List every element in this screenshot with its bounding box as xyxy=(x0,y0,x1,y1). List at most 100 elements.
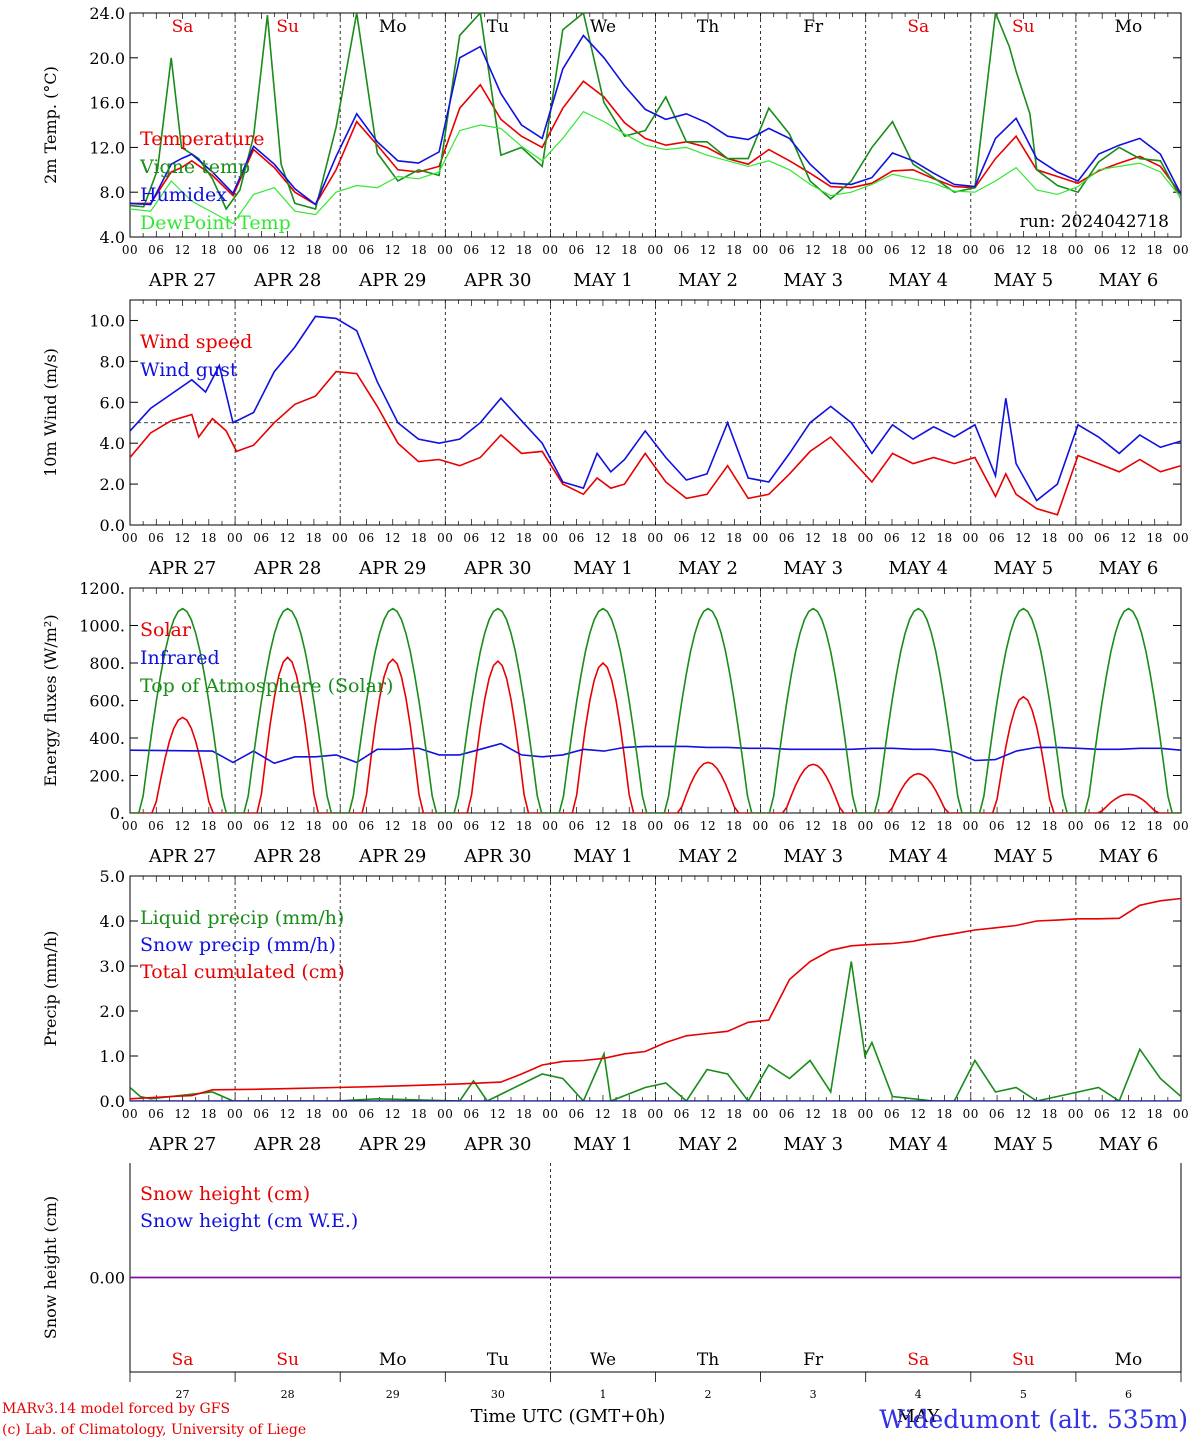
hour-tick-label: 06 xyxy=(463,243,479,257)
date-label: MAY 4 xyxy=(888,558,948,579)
day-number: 1 xyxy=(599,1388,606,1401)
hour-tick-label: 06 xyxy=(674,243,690,257)
hour-tick-label: 18 xyxy=(306,1107,322,1121)
hour-tick-label: 12 xyxy=(1015,243,1031,257)
series-line-1 xyxy=(130,656,1181,813)
y-tick-label: 400. xyxy=(89,729,125,748)
hour-tick-label: 00 xyxy=(332,819,348,833)
hour-tick-label: 00 xyxy=(1068,1107,1084,1121)
series-group xyxy=(130,897,1181,1101)
y-tick-label: 600. xyxy=(89,692,125,711)
hour-tick-label: 00 xyxy=(332,243,348,257)
day-number: 6 xyxy=(1125,1388,1132,1401)
hour-tick-label: 18 xyxy=(831,819,847,833)
hour-tick-label: 06 xyxy=(884,819,900,833)
weekday-label: Sa xyxy=(907,17,929,37)
panel-3: 00 06 12 18 00 06 12 18 00 06 12 18 00 06 12 18 00 06 12 18… xyxy=(41,579,1189,867)
hour-tick-label: 00 xyxy=(542,819,558,833)
y-tick-label: 1000. xyxy=(79,617,125,636)
hour-tick-label: 00 xyxy=(122,531,138,545)
y-tick-label: 20.0 xyxy=(89,49,125,68)
date-label: APR 29 xyxy=(358,558,426,579)
date-label: MAY 1 xyxy=(573,846,633,867)
y-tick-label: 8.0 xyxy=(100,352,125,371)
hour-tick-label: 18 xyxy=(621,243,637,257)
date-label: MAY 2 xyxy=(678,1134,738,1155)
weekday-label: We xyxy=(590,17,616,37)
y-tick-label: 2.0 xyxy=(100,475,125,494)
legend-entry: Snow precip (mm/h) xyxy=(140,934,336,956)
hour-tick-label: 00 xyxy=(332,1107,348,1121)
hour-tick-label: 00 xyxy=(647,819,663,833)
hour-tick-label: 00 xyxy=(122,243,138,257)
hour-tick-label: 06 xyxy=(989,531,1005,545)
series-line-4 xyxy=(130,110,1181,225)
hour-tick-label: 12 xyxy=(910,243,926,257)
hour-tick-label: 18 xyxy=(726,819,742,833)
y-tick-label: 16.0 xyxy=(89,94,125,113)
hour-tick-label: 06 xyxy=(253,819,269,833)
date-label: MAY 5 xyxy=(993,1134,1053,1155)
hour-tick-label: 00 xyxy=(752,531,768,545)
hour-tick-label: 12 xyxy=(805,819,821,833)
hour-tick-label: 12 xyxy=(1120,819,1136,833)
date-label: MAY 6 xyxy=(1099,558,1159,579)
hour-tick-label: 18 xyxy=(936,819,952,833)
hour-tick-label: 18 xyxy=(621,531,637,545)
date-label: APR 30 xyxy=(463,270,531,291)
hour-tick-label: 12 xyxy=(805,243,821,257)
hour-tick-label: 12 xyxy=(910,819,926,833)
hour-tick-label: 18 xyxy=(936,243,952,257)
panel-1: 00 06 12 18 00 06 12 18 00 06 12 18 00 06 12 18 00 06 12 18… xyxy=(41,4,1189,291)
weekday-label: Mo xyxy=(379,1350,407,1370)
hour-tick-label: 00 xyxy=(227,531,243,545)
series-line-1 xyxy=(130,370,1181,516)
hour-tick-label: 06 xyxy=(779,531,795,545)
weekday-label: Fr xyxy=(803,1350,824,1370)
date-label: APR 27 xyxy=(148,270,216,291)
date-label: APR 29 xyxy=(358,846,426,867)
hour-tick-label: 06 xyxy=(674,1107,690,1121)
hour-tick-label: 18 xyxy=(1147,1107,1163,1121)
date-label: MAY 3 xyxy=(783,846,843,867)
hour-tick-label: 00 xyxy=(963,531,979,545)
hour-tick-label: 12 xyxy=(910,531,926,545)
date-label: APR 30 xyxy=(463,558,531,579)
legend-entry: Humidex xyxy=(140,184,227,206)
hour-tick-label: 06 xyxy=(148,243,164,257)
hour-tick-label: 00 xyxy=(1173,819,1189,833)
y-tick-label: 200. xyxy=(89,767,125,786)
hour-tick-label: 00 xyxy=(332,531,348,545)
weekday-label: Tu xyxy=(487,1350,509,1370)
hour-tick-label: 06 xyxy=(358,531,374,545)
hour-tick-label: 06 xyxy=(989,819,1005,833)
hour-tick-label: 00 xyxy=(647,243,663,257)
legend-entry: Infrared xyxy=(140,647,220,669)
hour-tick-label: 12 xyxy=(385,1107,401,1121)
date-label: MAY 6 xyxy=(1099,270,1159,291)
legend-entry: Temperature xyxy=(140,128,264,150)
hour-tick-label: 18 xyxy=(1041,819,1057,833)
hour-tick-label: 06 xyxy=(253,243,269,257)
hour-tick-label: 06 xyxy=(989,243,1005,257)
legend-entry: DewPoint Temp xyxy=(140,212,291,234)
hour-tick-label: 12 xyxy=(1015,819,1031,833)
hour-tick-label: 06 xyxy=(253,531,269,545)
hour-tick-label: 18 xyxy=(201,531,217,545)
day-number: 29 xyxy=(386,1388,400,1401)
plot-frame xyxy=(129,299,1182,526)
date-label: MAY 2 xyxy=(678,270,738,291)
panel-2: 00 06 12 18 00 06 12 18 00 06 12 18 00 06 12 18 00 06 12 18… xyxy=(41,299,1189,579)
y-tick-label: 3.0 xyxy=(100,957,125,976)
hour-tick-label: 18 xyxy=(1041,1107,1057,1121)
hour-tick-label: 12 xyxy=(595,531,611,545)
series-line-2 xyxy=(130,13,1181,211)
weekday-label: Fr xyxy=(803,17,824,37)
date-label: APR 28 xyxy=(253,1134,321,1155)
hour-tick-label: 12 xyxy=(490,243,506,257)
hour-tick-label: 06 xyxy=(989,1107,1005,1121)
hour-tick-label: 12 xyxy=(805,1107,821,1121)
legend-entry: Vigne temp xyxy=(139,156,250,178)
hour-tick-label: 06 xyxy=(569,531,585,545)
